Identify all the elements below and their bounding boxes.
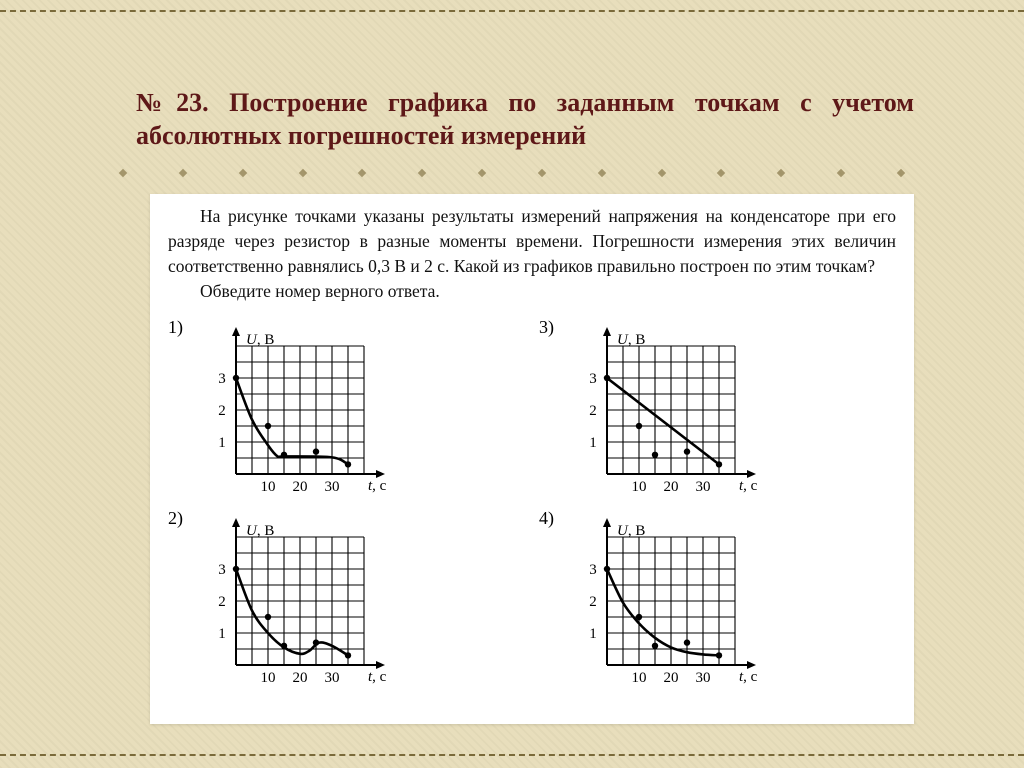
option-number: 3) — [539, 317, 561, 338]
x-axis-arrow-icon — [376, 661, 385, 669]
y-tick-label: 2 — [218, 403, 226, 419]
data-point — [313, 640, 319, 646]
y-axis-arrow-icon — [232, 518, 240, 527]
data-point — [636, 423, 642, 429]
data-point — [652, 452, 658, 458]
data-point — [604, 566, 610, 572]
option-number: 1) — [168, 317, 190, 338]
diamond-separator-row — [0, 170, 1024, 180]
x-axis-label: t, с — [368, 669, 387, 685]
data-point — [345, 462, 351, 468]
x-tick-label: 20 — [293, 479, 308, 494]
chart-svg: U, В t, с 1 2 3 10 20 30 — [567, 500, 797, 685]
y-axis-arrow-icon — [603, 327, 611, 336]
data-point — [233, 566, 239, 572]
chart-svg: U, В t, с 1 2 3 10 20 30 — [196, 500, 426, 685]
y-axis-label: U, В — [617, 332, 645, 348]
fitted-curve — [236, 569, 348, 655]
slide-title: №23. Построение графика по заданным точк… — [136, 86, 914, 153]
data-point — [265, 423, 271, 429]
x-axis-label: t, с — [368, 478, 387, 494]
data-point — [265, 614, 271, 620]
chart-svg: U, В t, с 1 2 3 10 20 30 — [567, 309, 797, 494]
paragraph-2: Обведите номер верного ответа. — [168, 279, 896, 304]
data-point — [684, 640, 690, 646]
slide: №23. Построение графика по заданным точк… — [0, 0, 1024, 768]
fitted-curve — [236, 378, 348, 464]
x-tick-label: 10 — [632, 479, 647, 494]
option-number: 2) — [168, 508, 190, 529]
grid-lines — [236, 537, 364, 665]
top-dashed-border — [0, 10, 1024, 14]
y-tick-label: 3 — [589, 371, 597, 387]
x-tick-label: 30 — [696, 670, 711, 685]
x-tick-label: 20 — [664, 479, 679, 494]
x-axis-arrow-icon — [747, 470, 756, 478]
x-axis-arrow-icon — [747, 661, 756, 669]
fitted-curve — [607, 569, 719, 655]
y-axis-label: U, В — [246, 332, 274, 348]
data-point — [716, 462, 722, 468]
charts-grid: 1)U, Вt, с1231020303)U, Вt, с1231020302)… — [168, 309, 896, 685]
y-tick-label: 3 — [218, 371, 226, 387]
bottom-dashed-border — [0, 754, 1024, 758]
data-point — [281, 643, 287, 649]
y-tick-label: 1 — [218, 626, 226, 642]
x-tick-label: 10 — [632, 670, 647, 685]
x-tick-label: 10 — [261, 479, 276, 494]
fitted-curve — [607, 378, 719, 464]
option-number: 4) — [539, 508, 561, 529]
paragraph-1: На рисунке точками указаны результаты из… — [168, 204, 896, 279]
x-tick-label: 10 — [261, 670, 276, 685]
y-tick-label: 3 — [218, 562, 226, 578]
y-tick-label: 1 — [218, 435, 226, 451]
x-axis-label: t, с — [739, 478, 758, 494]
y-axis-arrow-icon — [232, 327, 240, 336]
chart-option: 2) U, В t, с 1 2 3 10 20 30 — [168, 500, 525, 685]
y-tick-label: 3 — [589, 562, 597, 578]
x-axis-label: t, с — [739, 669, 758, 685]
data-point — [716, 653, 722, 659]
data-point — [684, 449, 690, 455]
x-tick-label: 20 — [293, 670, 308, 685]
data-point — [652, 643, 658, 649]
grid-lines — [236, 346, 364, 474]
grid-lines — [607, 346, 735, 474]
y-axis-label: U, В — [617, 523, 645, 539]
y-tick-label: 2 — [589, 403, 597, 419]
y-axis-label: U, В — [246, 523, 274, 539]
data-point — [604, 375, 610, 381]
x-tick-label: 20 — [664, 670, 679, 685]
grid-lines — [607, 537, 735, 665]
y-tick-label: 2 — [589, 594, 597, 610]
x-tick-label: 30 — [696, 479, 711, 494]
data-point — [233, 375, 239, 381]
chart-svg: U, В t, с 1 2 3 10 20 30 — [196, 309, 426, 494]
data-point — [345, 653, 351, 659]
y-tick-label: 1 — [589, 435, 597, 451]
chart-option: 3) U, В t, с 1 2 3 10 20 30 — [539, 309, 896, 494]
y-tick-label: 1 — [589, 626, 597, 642]
y-tick-label: 2 — [218, 594, 226, 610]
data-point — [281, 452, 287, 458]
x-axis-arrow-icon — [376, 470, 385, 478]
y-axis-arrow-icon — [603, 518, 611, 527]
data-point — [313, 449, 319, 455]
data-point — [636, 614, 642, 620]
chart-option: 4) U, В t, с 1 2 3 10 20 30 — [539, 500, 896, 685]
x-tick-label: 30 — [325, 479, 340, 494]
chart-option: 1) U, В t, с 1 2 3 10 20 30 — [168, 309, 525, 494]
x-tick-label: 30 — [325, 670, 340, 685]
problem-text: На рисунке точками указаны результаты из… — [168, 204, 896, 303]
problem-box: На рисунке точками указаны результаты из… — [150, 194, 914, 724]
